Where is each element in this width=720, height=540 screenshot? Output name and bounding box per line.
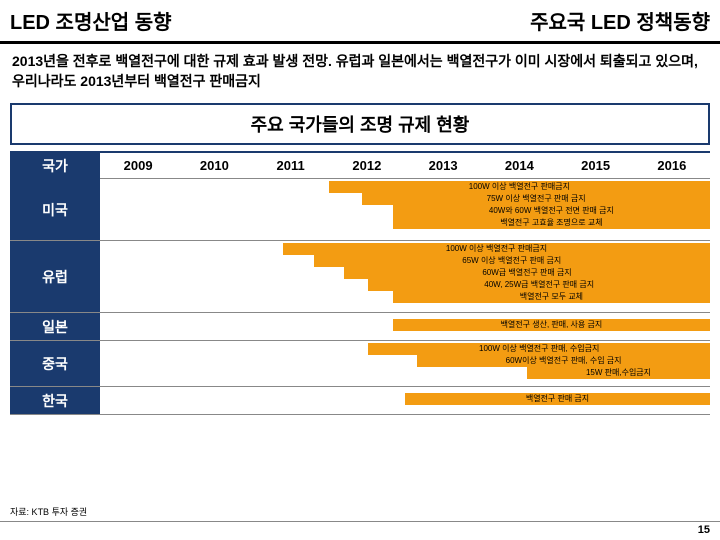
regulation-table: 국가 20092010201120122013201420152016 미국10…: [10, 151, 710, 415]
country-label: 한국: [10, 387, 100, 414]
data-row: 중국100W 이상 백열전구 판매, 수입금지60W이상 백열전구 판매, 수입…: [10, 341, 710, 387]
regulation-bar: 60W급 백열전구 판매 금지: [344, 267, 710, 279]
header: LED 조명산업 동향 주요국 LED 정책동향: [0, 0, 720, 44]
regulation-bar: 15W 판매,수입금지: [527, 367, 710, 379]
footer-line: [0, 521, 720, 522]
year-cell: 2010: [176, 151, 252, 179]
regulation-bar: 백열전구 모두 교체: [393, 291, 710, 303]
regulation-bar: 백열전구 고효율 조명으로 교체: [393, 217, 710, 229]
year-header-row: 국가 20092010201120122013201420152016: [10, 151, 710, 179]
year-cell: 2009: [100, 151, 176, 179]
timeline: 100W 이상 백열전구 판매금지75W 이상 백열전구 판매 금지40W와 6…: [100, 179, 710, 240]
year-cells: 20092010201120122013201420152016: [100, 151, 710, 179]
regulation-bar: 40W와 60W 백열전구 전면 판매 금지: [393, 205, 710, 217]
regulation-bar: 백열전구 생산, 판매, 사용 금지: [393, 319, 710, 331]
description: 2013년을 전후로 백열전구에 대한 규제 효과 발생 전망. 유럽과 일본에…: [0, 44, 720, 99]
country-label: 미국: [10, 179, 100, 240]
year-cell: 2016: [634, 151, 710, 179]
source-label: 자료: KTB 투자 증권: [10, 505, 87, 518]
header-left: LED 조명산업 동향: [0, 0, 360, 41]
timeline: 백열전구 생산, 판매, 사용 금지: [100, 313, 710, 340]
year-cell: 2015: [558, 151, 634, 179]
regulation-bar: 40W, 25W급 백열전구 판매 금지: [368, 279, 710, 291]
data-row: 유럽100W 이상 백열전구 판매금지65W 이상 백열전구 판매 금지60W급…: [10, 241, 710, 313]
data-row: 미국100W 이상 백열전구 판매금지75W 이상 백열전구 판매 금지40W와…: [10, 179, 710, 241]
header-right: 주요국 LED 정책동향: [360, 0, 720, 41]
regulation-bar: 백열전구 판매 금지: [405, 393, 710, 405]
timeline: 100W 이상 백열전구 판매금지65W 이상 백열전구 판매 금지60W급 백…: [100, 241, 710, 312]
regulation-bar: 65W 이상 백열전구 판매 금지: [314, 255, 711, 267]
year-cell: 2013: [405, 151, 481, 179]
regulation-bar: 100W 이상 백열전구 판매, 수입금지: [368, 343, 710, 355]
section-title: 주요 국가들의 조명 규제 현황: [10, 103, 710, 145]
country-label: 중국: [10, 341, 100, 386]
timeline: 백열전구 판매 금지: [100, 387, 710, 414]
country-label: 유럽: [10, 241, 100, 312]
country-label: 일본: [10, 313, 100, 340]
year-cell: 2012: [329, 151, 405, 179]
year-cell: 2014: [481, 151, 557, 179]
timeline: 100W 이상 백열전구 판매, 수입금지60W이상 백열전구 판매, 수입 금…: [100, 341, 710, 386]
regulation-bar: 100W 이상 백열전구 판매금지: [329, 181, 710, 193]
page-number: 15: [698, 524, 710, 536]
regulation-bar: 75W 이상 백열전구 판매 금지: [362, 193, 710, 205]
data-row: 일본 백열전구 생산, 판매, 사용 금지: [10, 313, 710, 341]
section-title-wrap: 주요 국가들의 조명 규제 현황: [10, 103, 710, 145]
data-row: 한국 백열전구 판매 금지: [10, 387, 710, 415]
year-cell: 2011: [253, 151, 329, 179]
country-header: 국가: [10, 151, 100, 179]
regulation-bar: 60W이상 백열전구 판매, 수입 금지: [417, 355, 710, 367]
regulation-bar: 100W 이상 백열전구 판매금지: [283, 243, 710, 255]
